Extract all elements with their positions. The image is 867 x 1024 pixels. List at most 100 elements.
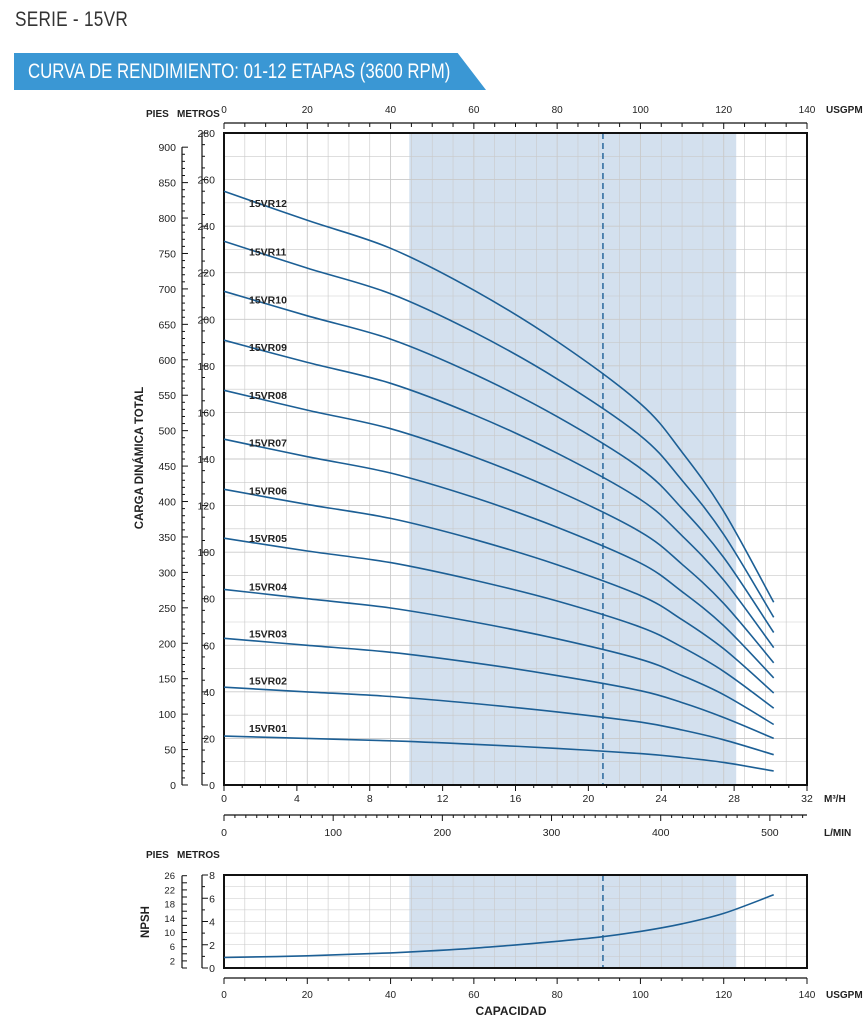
metros-tick-label: 160 bbox=[197, 407, 215, 419]
metros-tick-label: 140 bbox=[197, 454, 215, 466]
pies-tick-label: 350 bbox=[158, 532, 176, 544]
metros-tick-label: 120 bbox=[197, 501, 215, 513]
curve-label-15vr08: 15VR08 bbox=[249, 390, 287, 402]
pies-unit-label: PIES bbox=[146, 109, 169, 120]
lmin-tick-label: 300 bbox=[543, 827, 561, 839]
npsh-bottom-tick-label: 20 bbox=[302, 990, 314, 1001]
usgpm-unit-label: USGPM bbox=[826, 105, 863, 116]
top-tick-label: 120 bbox=[715, 105, 732, 116]
metros-tick-label: 60 bbox=[203, 640, 215, 652]
curve-label-15vr09: 15VR09 bbox=[249, 342, 287, 354]
title-banner: CURVA DE RENDIMIENTO: 01-12 ETAPAS (3600… bbox=[14, 53, 486, 90]
curve-15vr04 bbox=[223, 588, 775, 726]
npsh-metros-tick-label: 0 bbox=[209, 963, 215, 975]
pies-tick-label: 900 bbox=[158, 142, 176, 154]
pies-tick-label: 0 bbox=[170, 780, 176, 792]
npsh-bottom-tick-label: 100 bbox=[632, 990, 649, 1001]
pies-tick-label: 100 bbox=[158, 709, 176, 721]
pies-tick-label: 600 bbox=[158, 355, 176, 367]
m3h-tick-label: 32 bbox=[801, 793, 813, 805]
npsh-metros-tick-label: 2 bbox=[209, 940, 215, 952]
curve-label-15vr01: 15VR01 bbox=[249, 723, 287, 735]
pies-tick-label: 700 bbox=[158, 284, 176, 296]
metros-tick-label: 200 bbox=[197, 314, 215, 326]
npsh-bottom-tick-label: 80 bbox=[552, 990, 564, 1001]
curve-15vr09 bbox=[223, 339, 775, 649]
pies-tick-label: 450 bbox=[158, 461, 176, 473]
curve-15vr03 bbox=[223, 637, 775, 740]
curve-label-15vr03: 15VR03 bbox=[249, 629, 287, 641]
npsh-bottom-tick-label: 120 bbox=[715, 990, 732, 1001]
lmin-tick-label: 400 bbox=[652, 827, 670, 839]
pies-tick-label: 150 bbox=[158, 674, 176, 686]
series-title: SERIE - 15VR bbox=[15, 8, 129, 31]
pies-tick-label: 400 bbox=[158, 497, 176, 509]
m3h-tick-label: 20 bbox=[583, 793, 595, 805]
pies-tick-label: 750 bbox=[158, 248, 176, 260]
npsh-bottom-tick-label: 40 bbox=[385, 990, 397, 1001]
top-tick-label: 100 bbox=[632, 105, 649, 116]
npsh-pies-tick-label: 18 bbox=[164, 900, 175, 911]
m3h-unit-label: M³/H bbox=[824, 794, 846, 805]
npsh-bottom-tick-label: 140 bbox=[799, 990, 816, 1001]
pies-tick-label: 850 bbox=[158, 178, 176, 190]
metros-tick-label: 20 bbox=[203, 733, 215, 745]
curve-label-15vr05: 15VR05 bbox=[249, 533, 287, 545]
metros-tick-label: 260 bbox=[197, 175, 215, 187]
lmin-tick-label: 100 bbox=[324, 827, 342, 839]
pies-tick-label: 550 bbox=[158, 390, 176, 402]
npsh-bottom-tick-label: 0 bbox=[221, 990, 227, 1001]
top-tick-label: 140 bbox=[799, 105, 816, 116]
curve-15vr01 bbox=[223, 735, 774, 772]
curve-label-15vr07: 15VR07 bbox=[249, 437, 287, 449]
m3h-tick-label: 28 bbox=[728, 793, 740, 805]
lmin-tick-label: 500 bbox=[761, 827, 779, 839]
npsh-metros-tick-label: 8 bbox=[209, 870, 215, 882]
curve-15vr07 bbox=[223, 438, 775, 679]
lmin-tick-label: 0 bbox=[221, 827, 227, 839]
curve-label-15vr12: 15VR12 bbox=[249, 198, 287, 210]
npsh-pies-tick-label: 2 bbox=[170, 956, 175, 967]
metros-tick-label: 100 bbox=[197, 547, 215, 559]
npsh-usgpm-unit-label: USGPM bbox=[826, 990, 863, 1001]
m3h-tick-label: 8 bbox=[367, 793, 373, 805]
curve-15vr10 bbox=[223, 290, 775, 633]
npsh-metros-tick-label: 4 bbox=[209, 917, 215, 929]
metros-tick-label: 240 bbox=[197, 221, 215, 233]
x-axis-title: CAPACIDAD bbox=[475, 1004, 546, 1018]
npsh-pies-tick-label: 6 bbox=[170, 942, 175, 953]
curve-15vr02 bbox=[223, 686, 774, 756]
curve-15vr06 bbox=[223, 488, 775, 694]
npsh-pies-unit-label: PIES bbox=[146, 850, 169, 861]
pies-tick-label: 50 bbox=[164, 745, 176, 757]
pies-tick-label: 500 bbox=[158, 426, 176, 438]
metros-tick-label: 0 bbox=[209, 780, 215, 792]
pies-tick-label: 800 bbox=[158, 213, 176, 225]
metros-tick-label: 40 bbox=[203, 687, 215, 699]
y-axis-title: CARGA DINÁMICA TOTAL bbox=[133, 387, 146, 529]
npsh-metros-unit-label: METROS bbox=[177, 850, 220, 861]
pies-tick-label: 300 bbox=[158, 567, 176, 579]
m3h-tick-label: 16 bbox=[510, 793, 522, 805]
npsh-pies-tick-label: 22 bbox=[164, 885, 175, 896]
npsh-curve bbox=[223, 894, 774, 959]
metros-tick-label: 280 bbox=[197, 128, 215, 140]
m3h-tick-label: 24 bbox=[655, 793, 667, 805]
curve-15vr11 bbox=[223, 240, 775, 618]
metros-tick-label: 180 bbox=[197, 361, 215, 373]
pies-tick-label: 200 bbox=[158, 638, 176, 650]
npsh-y-axis-title: NPSH bbox=[140, 906, 152, 938]
m3h-tick-label: 12 bbox=[437, 793, 449, 805]
npsh-pies-tick-label: 10 bbox=[164, 928, 175, 939]
curve-label-15vr10: 15VR10 bbox=[249, 295, 287, 307]
npsh-plot-frame bbox=[223, 874, 808, 969]
curve-15vr12 bbox=[223, 190, 775, 603]
banner-title: CURVA DE RENDIMIENTO: 01-12 ETAPAS (3600… bbox=[28, 60, 451, 83]
lmin-tick-label: 200 bbox=[434, 827, 452, 839]
pies-tick-label: 650 bbox=[158, 319, 176, 331]
npsh-pies-tick-label: 26 bbox=[164, 871, 175, 882]
top-tick-label: 80 bbox=[552, 105, 564, 116]
curve-label-15vr02: 15VR02 bbox=[249, 676, 287, 688]
lmin-unit-label: L/MIN bbox=[824, 828, 851, 839]
metros-unit-label: METROS bbox=[177, 109, 220, 120]
